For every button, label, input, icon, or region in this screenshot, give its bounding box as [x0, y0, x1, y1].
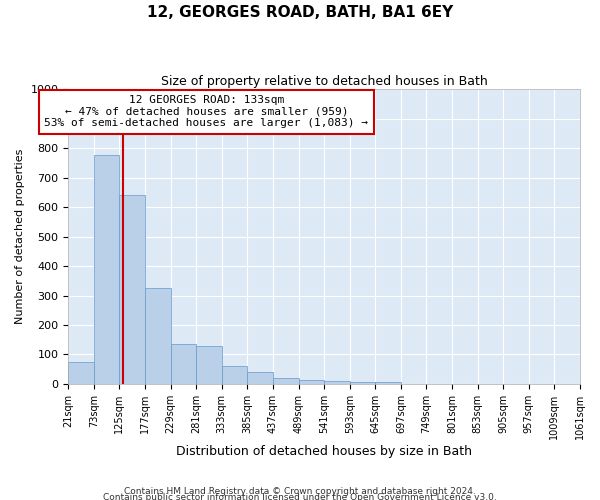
Bar [247, 372, 273, 384]
Bar [119, 196, 145, 384]
Bar [350, 382, 376, 384]
Bar [273, 378, 299, 384]
Bar [222, 366, 247, 384]
Bar [145, 288, 170, 384]
Bar [94, 156, 119, 384]
Text: Contains public sector information licensed under the Open Government Licence v3: Contains public sector information licen… [103, 492, 497, 500]
Bar [68, 362, 94, 384]
X-axis label: Distribution of detached houses by size in Bath: Distribution of detached houses by size … [176, 444, 472, 458]
Bar [299, 380, 324, 384]
Title: Size of property relative to detached houses in Bath: Size of property relative to detached ho… [161, 75, 488, 88]
Bar [324, 381, 350, 384]
Bar [376, 382, 401, 384]
Y-axis label: Number of detached properties: Number of detached properties [15, 149, 25, 324]
Text: Contains HM Land Registry data © Crown copyright and database right 2024.: Contains HM Land Registry data © Crown c… [124, 486, 476, 496]
Text: 12 GEORGES ROAD: 133sqm
← 47% of detached houses are smaller (959)
53% of semi-d: 12 GEORGES ROAD: 133sqm ← 47% of detache… [44, 95, 368, 128]
Bar [196, 346, 222, 384]
Text: 12, GEORGES ROAD, BATH, BA1 6EY: 12, GEORGES ROAD, BATH, BA1 6EY [147, 5, 453, 20]
Bar [170, 344, 196, 384]
